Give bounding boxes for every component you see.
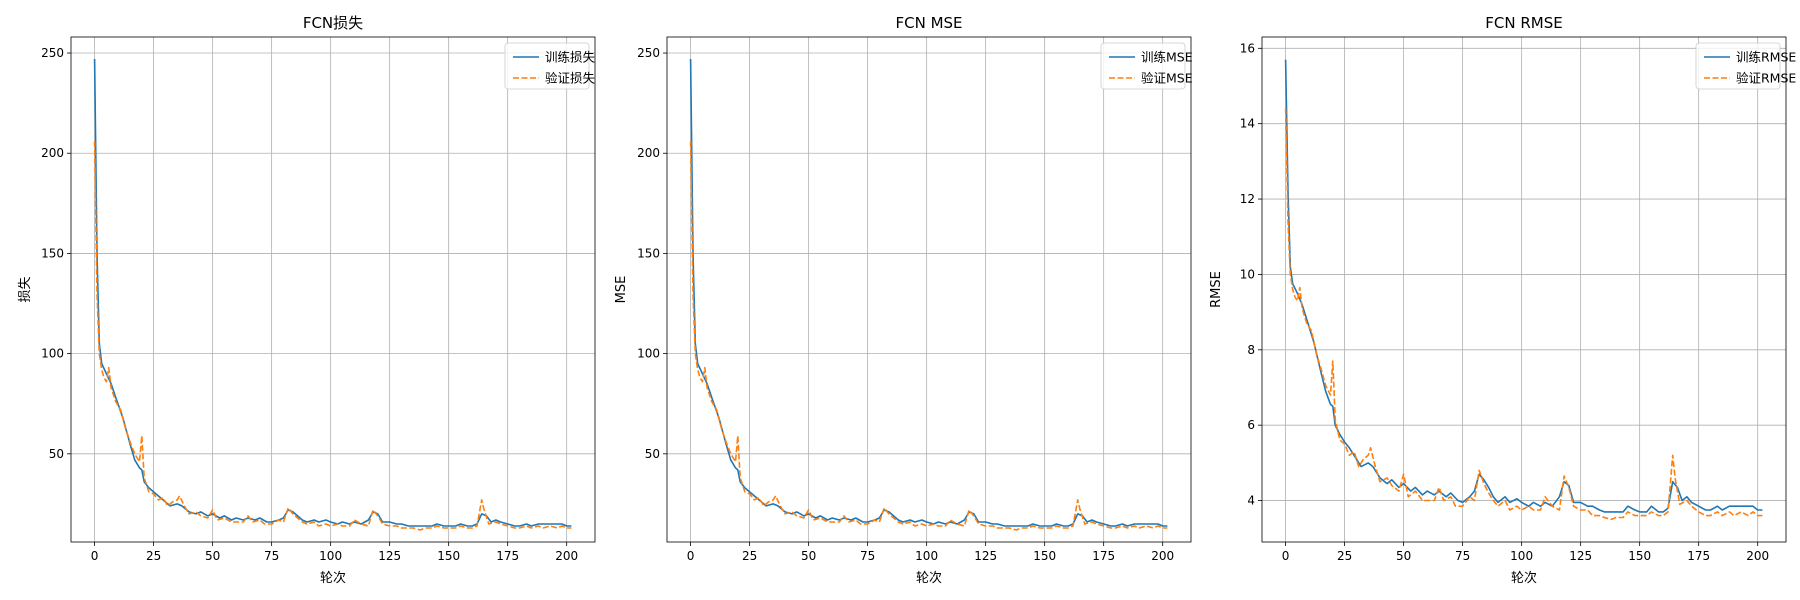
y-tick-label: 150 [637,246,660,260]
y-tick-label: 16 [1240,41,1255,55]
x-axis-label: 轮次 [1511,570,1537,586]
legend-label-val: 验证MSE [1141,71,1193,86]
legend-label-val: 验证RMSE [1736,71,1796,86]
legend: 训练RMSE 验证RMSE [1695,42,1796,90]
y-tick-label: 250 [41,46,64,60]
y-tick-label: 150 [41,246,64,260]
chart-title: FCN损失 [303,14,363,32]
x-tick-label: 175 [1687,549,1710,563]
y-tick-label: 250 [637,46,660,60]
x-tick-label: 50 [801,549,816,563]
x-tick-label: 25 [1337,549,1352,563]
x-tick-label: 100 [915,549,938,563]
x-tick-label: 200 [1746,549,1769,563]
y-tick-label: 100 [41,347,64,361]
legend-label-train: 训练MSE [1141,50,1193,65]
x-tick-label: 175 [496,549,519,563]
legend-label-train: 训练RMSE [1736,50,1796,65]
y-tick-label: 6 [1247,418,1255,432]
x-tick-label: 175 [1092,549,1115,563]
axes-frame [666,36,1192,543]
series-line-train [689,58,1168,527]
series-line-val [689,141,1168,531]
legend-label-train: 训练损失 [545,50,596,65]
series-line-train [1284,59,1763,513]
x-tick-label: 75 [860,549,875,563]
x-tick-label: 200 [1151,549,1174,563]
y-tick-label: 200 [41,146,64,160]
x-tick-label: 0 [91,549,99,563]
x-tick-label: 0 [1282,549,1290,563]
x-tick-label: 50 [205,549,220,563]
x-tick-label: 75 [1455,549,1470,563]
x-tick-label: 125 [974,549,997,563]
series-line-val [93,141,572,531]
chart-panel-1: 0 25 50 75 100 125 150 175 200 50 100 150 200 250 FCN损… [18,14,596,586]
y-axis-label: RMSE [1209,271,1224,308]
x-tick-label: 75 [264,549,279,563]
x-tick-label: 150 [1628,549,1651,563]
x-tick-label: 100 [1510,549,1533,563]
y-tick-label: 10 [1240,267,1255,281]
x-tick-label: 100 [319,549,342,563]
y-axis-label: 损失 [18,276,33,302]
x-tick-label: 125 [1569,549,1592,563]
y-tick-label: 14 [1240,117,1255,131]
x-tick-label: 150 [1033,549,1056,563]
legend: 训练MSE 验证MSE [1100,42,1193,90]
chart-title: FCN RMSE [1485,14,1562,32]
series-line-val [1284,108,1763,521]
x-tick-label: 0 [687,549,695,563]
y-tick-label: 100 [637,347,660,361]
x-tick-label: 25 [146,549,161,563]
y-tick-label: 4 [1247,494,1255,508]
chart-title: FCN MSE [895,14,962,32]
chart-panel-3: 0 25 50 75 100 125 150 175 200 4 6 8 10 12 14 16 FCN RMS… [1209,14,1796,586]
x-tick-label: 125 [378,549,401,563]
x-axis-label: 轮次 [916,570,942,586]
x-axis-label: 轮次 [320,570,346,586]
y-tick-label: 50 [49,447,64,461]
y-tick-label: 12 [1240,192,1255,206]
x-tick-label: 150 [437,549,460,563]
y-tick-label: 200 [637,146,660,160]
x-tick-label: 200 [555,549,578,563]
y-tick-label: 8 [1247,343,1255,357]
series-line-train [93,58,572,527]
axes-frame [1261,36,1787,543]
legend-label-val: 验证损失 [545,71,596,86]
chart-panel-2: 0 25 50 75 100 125 150 175 200 50 100 150 200 250 FCN … [614,14,1193,586]
y-tick-label: 50 [645,447,660,461]
y-axis-label: MSE [614,276,629,304]
axes-frame [70,36,596,543]
x-tick-label: 25 [742,549,757,563]
x-tick-label: 50 [1396,549,1411,563]
